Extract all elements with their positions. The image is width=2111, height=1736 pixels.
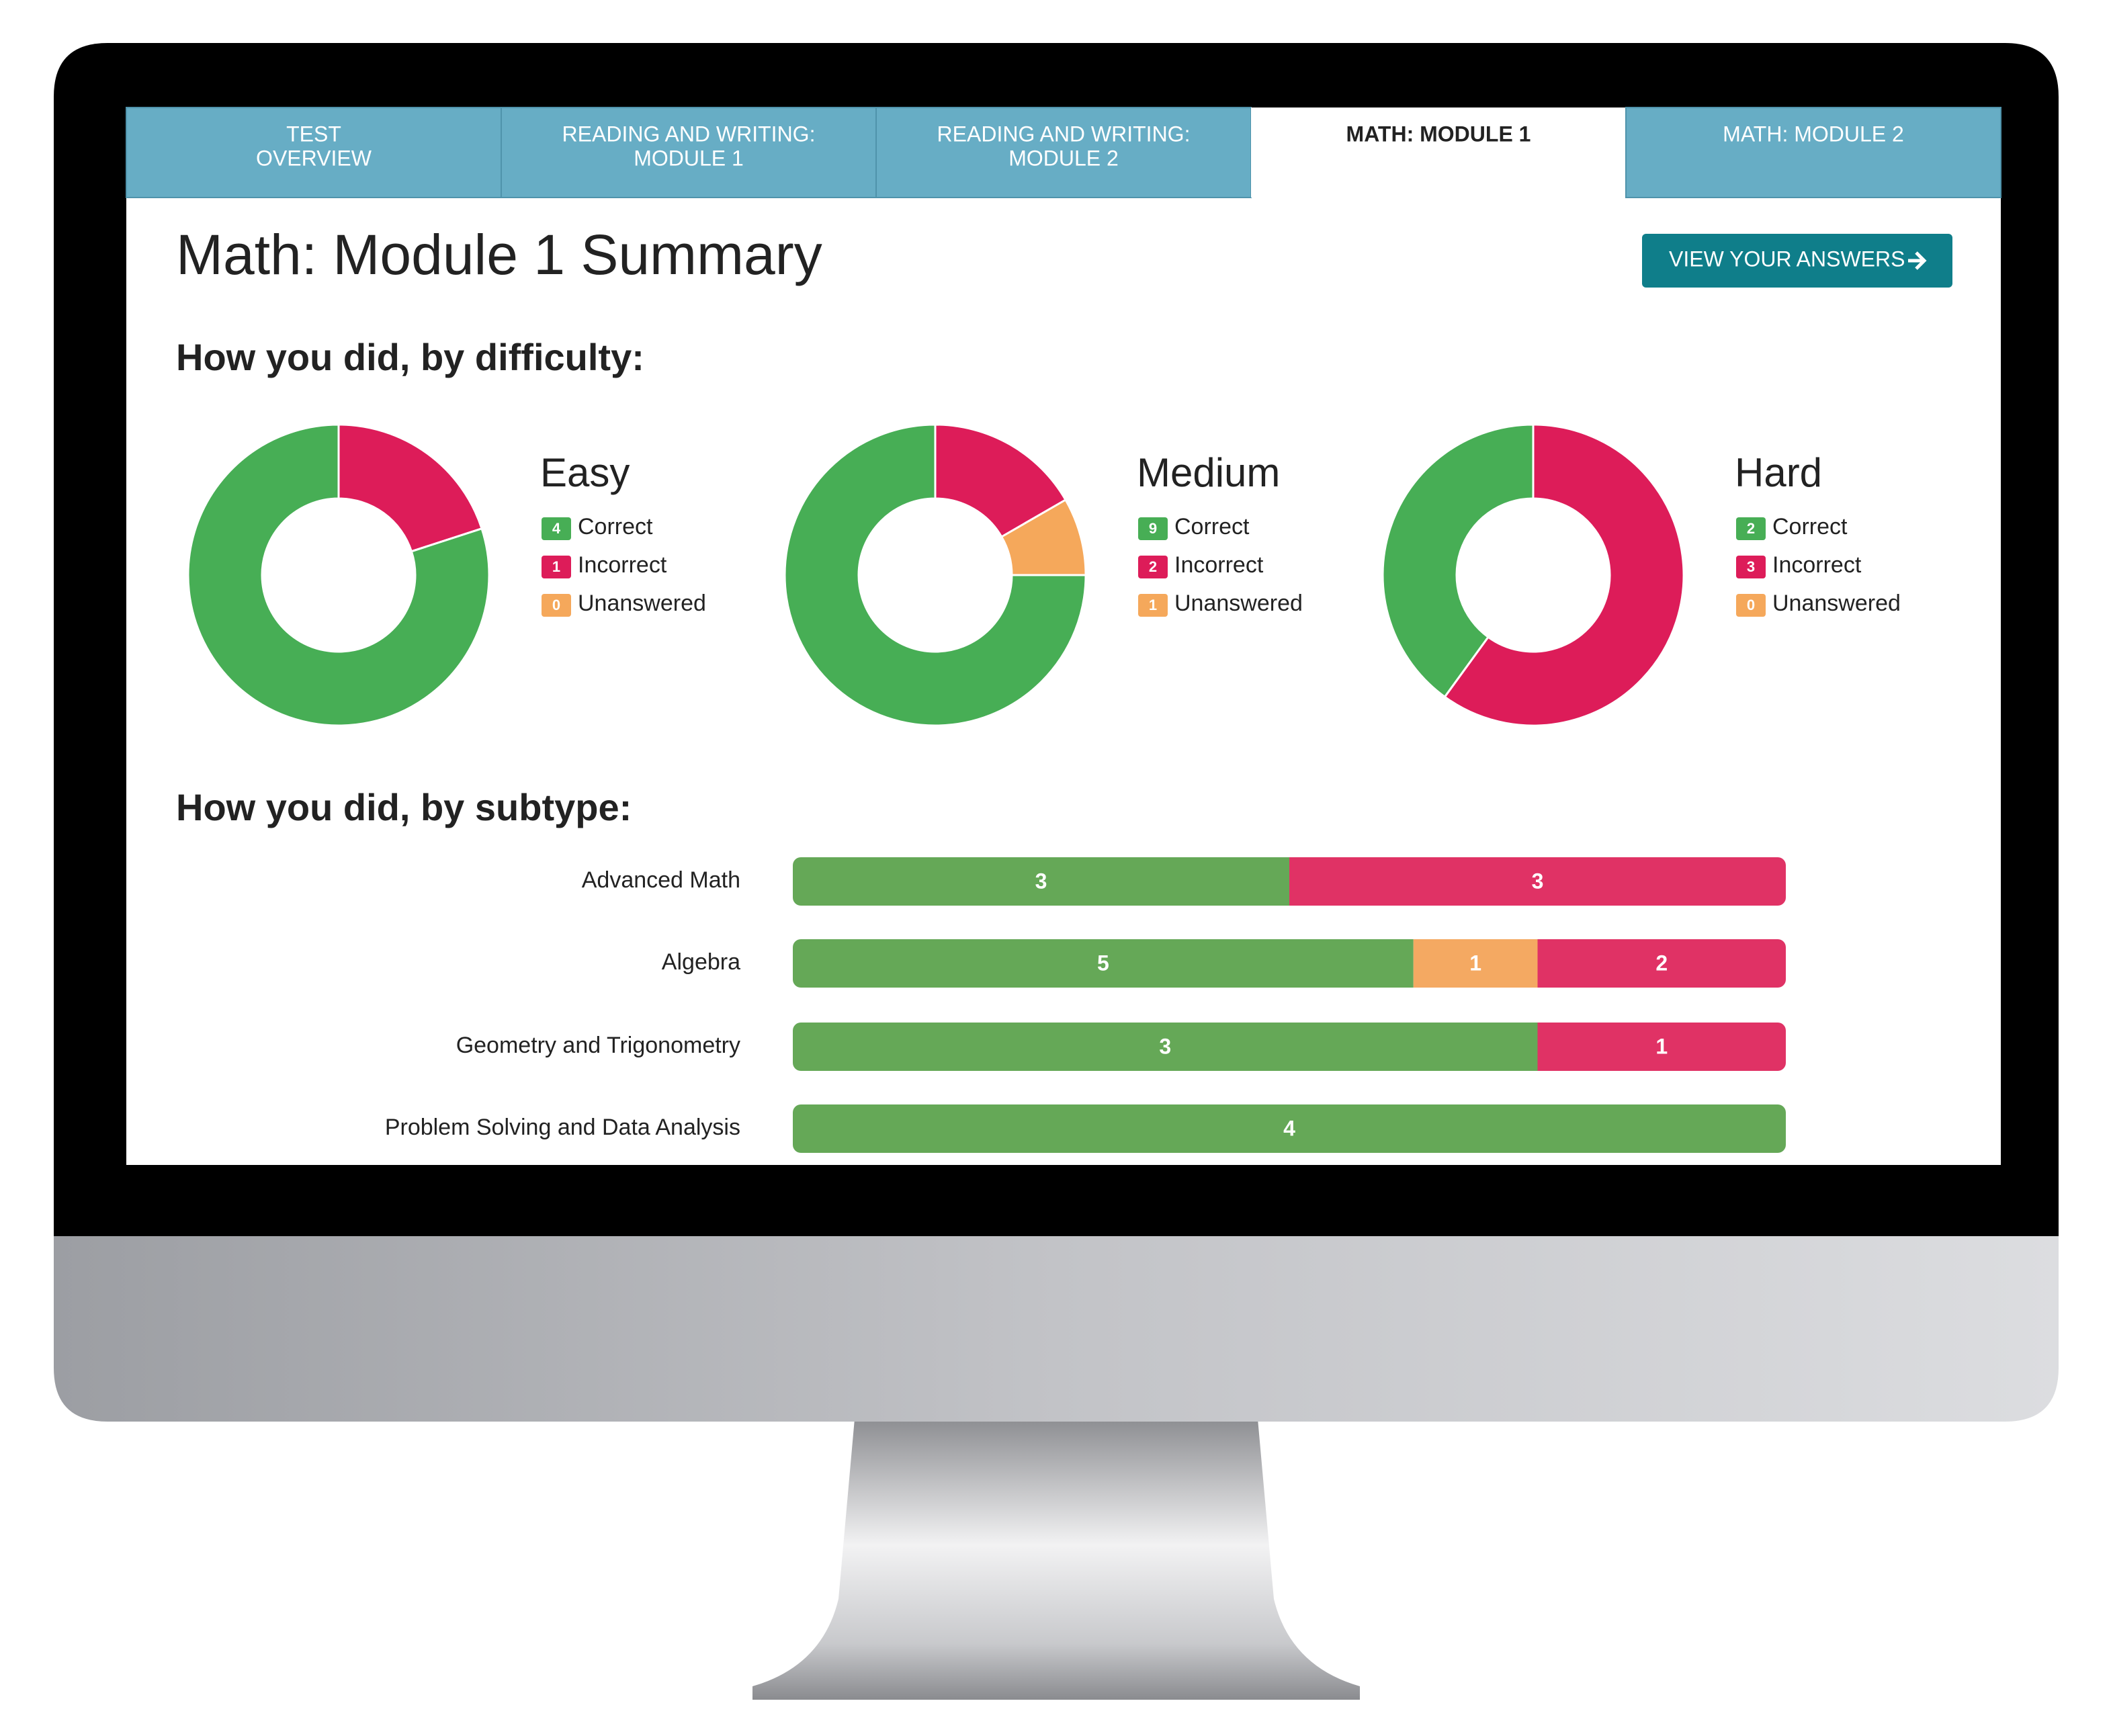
legend-badge	[1736, 594, 1766, 617]
bar-segment	[1413, 939, 1538, 988]
legend-count: 9	[1149, 520, 1157, 537]
donut-title: Easy	[540, 450, 630, 495]
tab-label[interactable]: MATH: MODULE 1	[1346, 122, 1531, 146]
category-label: Advanced Math	[582, 867, 740, 893]
bar-segment	[1289, 857, 1786, 906]
section-heading: How you did, by difficulty:	[176, 336, 644, 378]
bar-segment	[793, 1104, 1786, 1153]
page-title: Math: Module 1 Summary	[176, 223, 822, 286]
legend-label: Unanswered	[1174, 591, 1303, 616]
legend-count: 1	[552, 558, 560, 575]
donut-segment	[1443, 423, 1685, 727]
donut-segment	[1381, 423, 1535, 699]
donut-segment	[337, 423, 483, 553]
tab-label[interactable]: OVERVIEW	[256, 146, 372, 170]
difficulty-charts: Easy 4 Correct 1 Incorrect 0 Unanswered Medium 9…	[187, 423, 1901, 727]
arrow-icon	[1908, 251, 1927, 270]
legend-label: Incorrect	[578, 552, 667, 578]
bar-row	[793, 939, 1786, 988]
legend-label: Correct	[1772, 514, 1848, 539]
legend-count: 4	[552, 520, 561, 537]
bar-segment	[793, 939, 1414, 988]
bar-value-label: 1	[1655, 1034, 1668, 1058]
legend-badge	[1138, 556, 1168, 578]
bar-row	[793, 1104, 1786, 1153]
donut-segment	[934, 423, 1068, 539]
subtype-chart: Advanced Math 3 3 Algebra 5 1 2 Geometry and Tr…	[385, 857, 1786, 1153]
legend-count: 2	[1747, 520, 1755, 537]
legend-badge	[1736, 517, 1766, 540]
bar-value-label: 3	[1035, 869, 1047, 893]
button-background[interactable]	[1642, 234, 1952, 288]
tab-label[interactable]: TEST	[286, 122, 341, 146]
bar-value-label: 3	[1532, 869, 1544, 893]
bar-row	[793, 857, 1786, 906]
tab[interactable]	[1625, 107, 2001, 198]
legend-badge	[1736, 556, 1766, 578]
bar-value-label: 5	[1097, 951, 1109, 975]
bar-segment	[793, 1023, 1538, 1071]
legend-label: Unanswered	[578, 591, 706, 616]
legend-count: 2	[1149, 558, 1157, 575]
legend-count: 0	[552, 597, 560, 613]
view-answers-button[interactable]: VIEW YOUR ANSWERS	[1642, 234, 1952, 288]
legend-badge	[542, 594, 571, 617]
donut-title: Medium	[1137, 450, 1280, 495]
legend-label: Unanswered	[1772, 591, 1901, 616]
legend-badge	[542, 517, 571, 540]
tab-bar-background	[126, 107, 2001, 198]
category-label: Algebra	[662, 949, 740, 975]
bar-row	[793, 1023, 1786, 1071]
donut-title: Hard	[1735, 450, 1822, 495]
legend-label: Incorrect	[1174, 552, 1264, 578]
tab-label[interactable]: MODULE 2	[1008, 146, 1119, 170]
bar-segment	[1537, 939, 1786, 988]
bar-segment	[1537, 1023, 1786, 1071]
bar-value-label: 3	[1159, 1034, 1171, 1058]
legend-badge	[542, 556, 571, 578]
category-label: Problem Solving and Data Analysis	[385, 1115, 740, 1140]
bar-value-label: 4	[1283, 1116, 1295, 1140]
legend-count: 3	[1747, 558, 1755, 575]
tab-label[interactable]: MODULE 1	[634, 146, 744, 170]
bar-value-label: 1	[1469, 951, 1481, 975]
legend-count: 0	[1747, 597, 1755, 613]
tab-label[interactable]: MATH: MODULE 2	[1723, 122, 1904, 146]
donut-segment	[187, 423, 490, 727]
section-heading: How you did, by subtype:	[176, 786, 632, 828]
legend-label: Correct	[578, 514, 653, 539]
active-tab[interactable]	[1251, 107, 1626, 198]
bar-segment	[793, 857, 1289, 906]
monitor-chin	[54, 1209, 2059, 1422]
legend-label: Incorrect	[1772, 552, 1862, 578]
legend-label: Correct	[1174, 514, 1250, 539]
donut-segment	[783, 423, 1087, 727]
bar-value-label: 2	[1655, 951, 1668, 975]
legend-badge	[1138, 594, 1168, 617]
button-label[interactable]: VIEW YOUR ANSWERS	[1669, 247, 1905, 271]
monitor-stand	[752, 1419, 1360, 1700]
tab-label[interactable]: READING AND WRITING:	[937, 122, 1191, 146]
legend-count: 1	[1149, 597, 1157, 613]
legend-badge	[1138, 517, 1168, 540]
tab-label[interactable]: READING AND WRITING:	[562, 122, 816, 146]
category-label: Geometry and Trigonometry	[456, 1033, 740, 1058]
